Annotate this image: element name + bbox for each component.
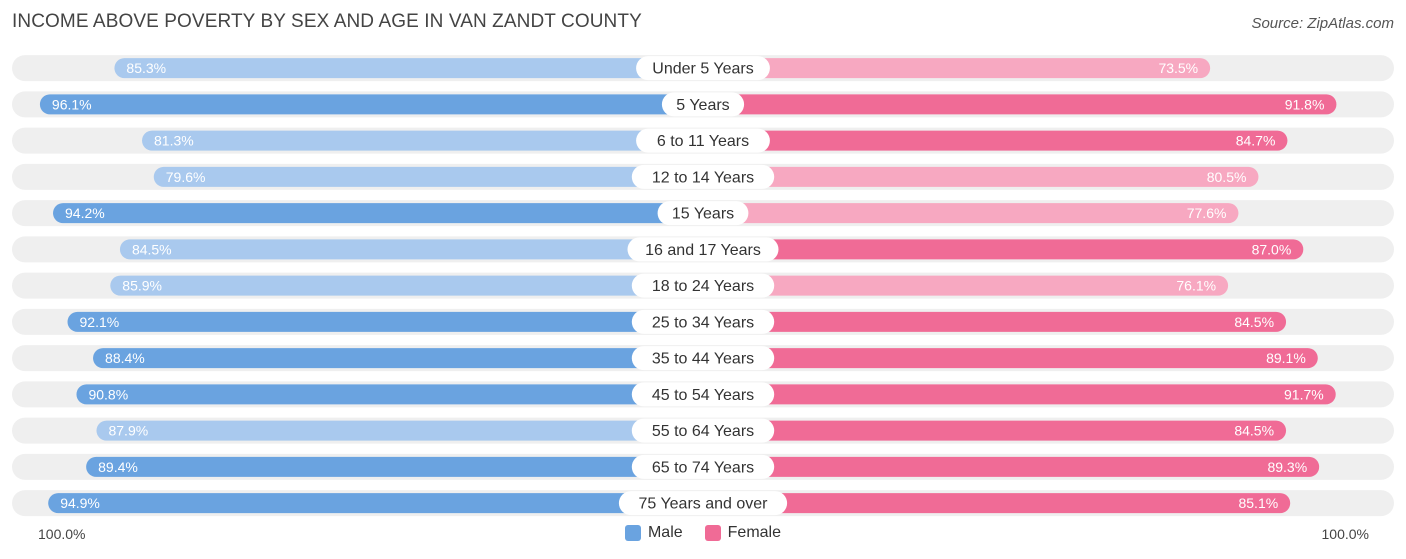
category-label: 18 to 24 Years (652, 278, 754, 295)
category-label: 12 to 14 Years (652, 169, 754, 186)
category-pill (618, 491, 788, 516)
female-bar (703, 384, 1336, 405)
male-value-label: 89.4% (98, 459, 138, 475)
male-value-label: 81.3% (154, 133, 194, 149)
axis-label-left: 100.0% (38, 526, 86, 542)
female-bar (703, 203, 1239, 224)
female-bar (703, 130, 1288, 151)
female-value-label: 84.5% (1234, 314, 1274, 330)
category-pill (631, 309, 775, 334)
male-value-label: 85.9% (122, 278, 162, 294)
male-value-label: 96.1% (52, 96, 92, 112)
male-bar (93, 348, 704, 369)
legend: Male Female (0, 524, 1406, 542)
female-value-label: 89.1% (1266, 350, 1306, 366)
female-value-label: 85.1% (1238, 495, 1278, 511)
male-value-label: 79.6% (166, 169, 206, 185)
category-pill (631, 346, 775, 371)
female-bar (703, 166, 1259, 187)
bar-chart: 85.3% 73.5% Under 5 Years 96.1% 91.8% 5 Years… (12, 55, 1394, 517)
female-bar (703, 493, 1291, 514)
male-value-label: 92.1% (80, 314, 120, 330)
female-value-label: 80.5% (1207, 169, 1247, 185)
female-bar (703, 420, 1287, 441)
male-bar (96, 420, 704, 441)
female-value-label: 89.3% (1267, 459, 1307, 475)
male-value-label: 85.3% (126, 60, 166, 76)
legend-item-male[interactable]: Male (624, 524, 683, 542)
category-pill (631, 273, 775, 298)
female-value-label: 91.7% (1284, 386, 1324, 402)
category-pill (631, 164, 775, 189)
male-value-label: 87.9% (108, 423, 148, 439)
category-label: 15 Years (672, 206, 734, 223)
male-bar (142, 130, 703, 151)
female-value-label: 91.8% (1285, 96, 1325, 112)
category-pill (631, 382, 775, 407)
female-bar (703, 94, 1337, 115)
category-label: Under 5 Years (652, 61, 753, 78)
male-value-label: 94.2% (65, 205, 105, 221)
category-pill (627, 237, 779, 262)
axis-label-right: 100.0% (1321, 526, 1369, 542)
female-bar (703, 58, 1211, 79)
legend-item-female[interactable]: Female (704, 524, 782, 542)
category-pill (661, 92, 745, 117)
category-pill (636, 128, 770, 153)
female-value-label: 73.5% (1158, 60, 1198, 76)
male-bar (39, 94, 704, 115)
category-label: 45 to 54 Years (652, 387, 754, 404)
legend-label-female: Female (727, 524, 782, 541)
female-value-label: 84.5% (1234, 423, 1274, 439)
male-bar (67, 311, 703, 332)
category-label: 35 to 44 Years (652, 351, 754, 368)
female-bar (703, 275, 1229, 296)
male-value-label: 88.4% (105, 350, 145, 366)
chart-title: INCOME ABOVE POVERTY BY SEX AND AGE IN V… (12, 11, 642, 32)
male-bar (114, 58, 704, 79)
male-value-label: 90.8% (88, 386, 128, 402)
male-value-label: 84.5% (132, 241, 172, 257)
female-value-label: 77.6% (1187, 205, 1227, 221)
male-bar (48, 493, 703, 514)
female-value-label: 84.7% (1236, 133, 1276, 149)
male-bar (86, 456, 703, 477)
category-pill (636, 56, 770, 81)
female-bar (703, 348, 1318, 369)
category-label: 25 to 34 Years (652, 314, 754, 331)
male-value-label: 94.9% (60, 495, 100, 511)
category-label: 65 to 74 Years (652, 459, 754, 476)
legend-swatch-female (704, 525, 721, 541)
category-pill (631, 418, 775, 443)
male-bar (53, 203, 703, 224)
female-value-label: 76.1% (1176, 278, 1216, 294)
category-label: 55 to 64 Years (652, 423, 754, 440)
category-label: 16 and 17 Years (645, 242, 761, 259)
male-bar (153, 166, 703, 187)
source-label: Source: ZipAtlas.com (1251, 15, 1394, 32)
category-pill (631, 454, 775, 479)
female-value-label: 87.0% (1252, 241, 1292, 257)
male-bar (76, 384, 704, 405)
category-label: 75 Years and over (639, 496, 769, 513)
category-pill (657, 201, 749, 226)
category-label: 5 Years (676, 97, 729, 114)
female-bar (703, 311, 1287, 332)
category-label: 6 to 11 Years (657, 133, 749, 150)
female-bar (703, 239, 1304, 260)
female-bar (703, 456, 1320, 477)
male-bar (119, 239, 703, 260)
legend-swatch-male (624, 525, 641, 541)
male-bar (110, 275, 704, 296)
legend-label-male: Male (647, 524, 683, 541)
